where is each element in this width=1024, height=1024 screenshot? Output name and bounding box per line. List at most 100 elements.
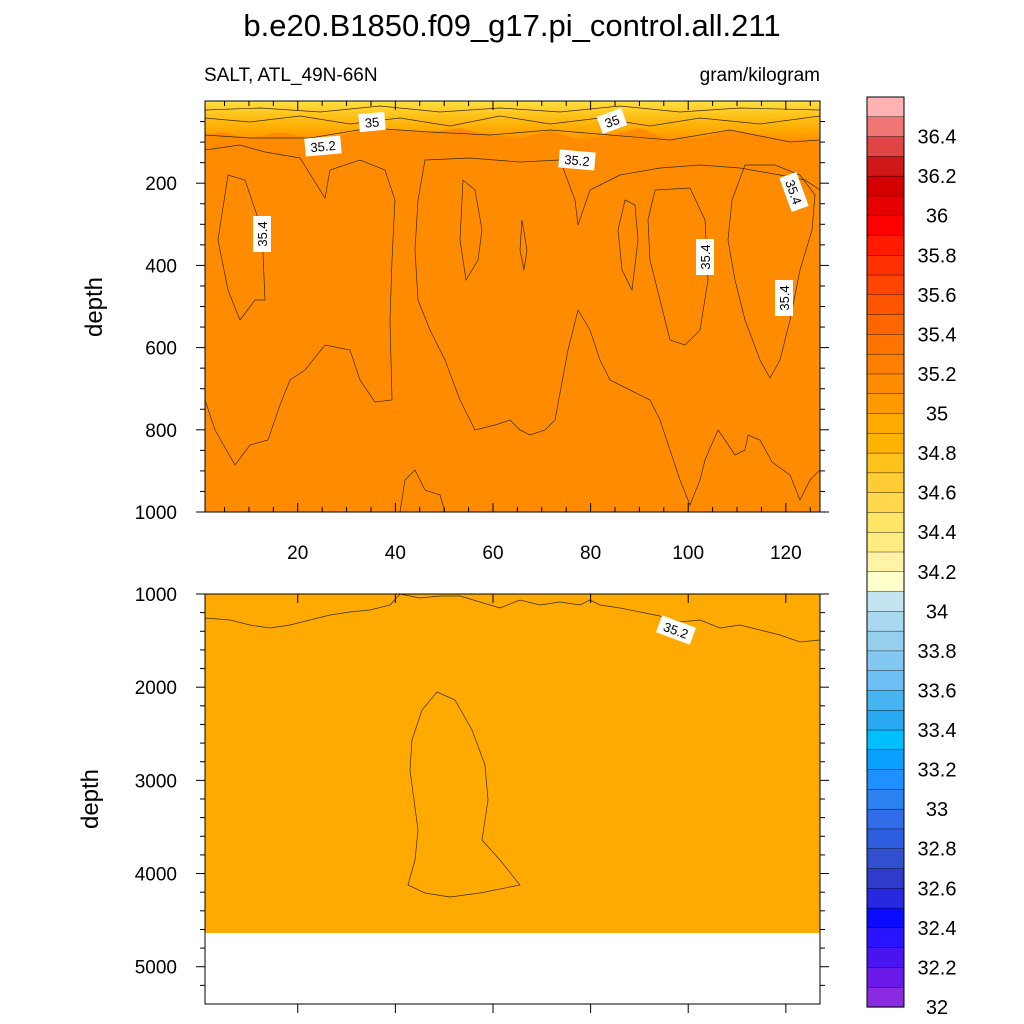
- colorbar-frame: [866, 96, 905, 1008]
- colorbar-label: 35.6: [918, 285, 957, 307]
- lower-panel: [205, 594, 820, 1004]
- colorbar-label: 36: [926, 206, 948, 228]
- y-tick-label: 600: [145, 339, 177, 360]
- colorbar-swatch: [866, 334, 905, 355]
- y-tick-label: 1000: [135, 585, 177, 606]
- figure-title: b.e20.B1850.f09_g17.pi_control.all.211: [243, 8, 780, 43]
- colorbar-swatch: [866, 690, 905, 711]
- y-tick-label: 800: [145, 421, 177, 442]
- colorbar-label: 33: [926, 799, 948, 821]
- x-tick-label: 80: [580, 543, 601, 564]
- x-tick-label: 120: [770, 543, 802, 564]
- colorbar-label: 34: [926, 601, 948, 623]
- colorbar-swatch: [866, 828, 905, 850]
- colorbar-swatch: [866, 670, 905, 692]
- y-tick-label: 4000: [135, 865, 177, 886]
- colorbar-swatch: [866, 215, 905, 237]
- lower-background-field: [205, 594, 820, 933]
- colorbar-swatch: [866, 927, 905, 949]
- colorbar-label: 35.2: [918, 364, 957, 386]
- lower-contour-label-group: 35.2: [656, 615, 696, 645]
- colorbar-label: 33.2: [918, 760, 957, 782]
- colorbar-swatch: [866, 175, 905, 197]
- colorbar: [866, 96, 905, 1008]
- colorbar-swatch: [866, 947, 905, 969]
- colorbar-label: 33.8: [918, 641, 957, 663]
- colorbar-swatch: [866, 789, 905, 810]
- colorbar-swatch: [866, 868, 905, 889]
- colorbar-label: 33.6: [918, 680, 957, 702]
- x-tick-label: 60: [482, 543, 503, 564]
- x-tick-label: 100: [672, 543, 704, 564]
- upper-contour-surface-1: [205, 105, 820, 113]
- colorbar-swatch: [866, 967, 905, 988]
- colorbar-swatch: [866, 156, 905, 177]
- colorbar-swatch: [866, 571, 905, 593]
- colorbar-swatch: [866, 373, 905, 395]
- colorbar-label: 33.4: [918, 720, 957, 742]
- upper-panel: [205, 101, 820, 512]
- upper-y-axis-label: depth: [81, 277, 108, 337]
- y-tick-label: 3000: [135, 771, 177, 792]
- upper-fill-35-4-a: [217, 174, 266, 321]
- lower-axes: 1000 2000 3000 4000 5000: [135, 585, 829, 1013]
- upper-axes: 20 40 60 80 100 120 200 400 600 800 1000: [135, 101, 829, 564]
- colorbar-swatch: [866, 314, 905, 335]
- colorbar-label: 34.8: [918, 443, 957, 465]
- lower-fill-34-8: [407, 691, 521, 898]
- colorbar-swatch: [866, 848, 905, 870]
- colorbar-label: 35: [926, 404, 948, 426]
- upper-fill-35-2: [205, 144, 396, 466]
- colorbar-swatch: [866, 294, 905, 316]
- colorbar-swatch: [866, 353, 905, 375]
- colorbar-swatch: [866, 710, 905, 731]
- colorbar-label: 32.6: [918, 878, 957, 900]
- colorbar-label: 35.4: [918, 324, 957, 346]
- colorbar-swatch: [866, 551, 905, 573]
- y-tick-label: 400: [145, 256, 177, 277]
- contour-label: 35.4: [255, 221, 270, 246]
- colorbar-swatch: [866, 630, 905, 652]
- upper-contour-surface-2: [205, 115, 820, 127]
- upper-fill-35-4-d: [617, 199, 639, 292]
- colorbar-swatch: [866, 393, 905, 415]
- colorbar-swatch: [866, 769, 905, 790]
- colorbar-swatch: [866, 116, 905, 138]
- colorbar-swatch: [866, 413, 905, 434]
- contour-label: 35.2: [310, 138, 337, 155]
- x-tick-label: 20: [287, 543, 308, 564]
- colorbar-label: 36.2: [918, 166, 957, 188]
- upper-fill-35-4-e: [647, 187, 709, 346]
- upper-surface-layer: [205, 101, 820, 142]
- x-tick-label: 40: [385, 543, 406, 564]
- contour-label: 35.4: [698, 244, 713, 269]
- colorbar-swatch: [866, 611, 905, 632]
- upper-fill-35-4-b: [459, 179, 483, 282]
- colorbar-swatch: [866, 907, 905, 929]
- colorbar-label: 34.6: [918, 483, 957, 505]
- colorbar-swatch: [866, 433, 905, 454]
- variable-region-label: SALT, ATL_49N-66N: [204, 65, 378, 86]
- colorbar-swatch: [866, 512, 905, 533]
- colorbar-label: 35.8: [918, 245, 957, 267]
- colorbar-swatch: [866, 532, 905, 553]
- upper-fill-35-2b: [414, 157, 820, 506]
- upper-fill-35-0: [399, 469, 446, 512]
- contour-label: 35: [364, 114, 380, 130]
- colorbar-label: 34.4: [918, 522, 957, 544]
- upper-background-field: [205, 101, 820, 512]
- contour-label: 35.2: [564, 152, 591, 169]
- colorbar-swatch: [866, 729, 905, 751]
- colorbar-swatch: [866, 96, 905, 118]
- colorbar-label: 34.2: [918, 562, 957, 584]
- colorbar-swatch: [866, 452, 905, 474]
- colorbar-swatch: [866, 274, 905, 296]
- contour-label: 35: [603, 112, 622, 131]
- upper-contour-labels: 35 35 35.2 35.2 35.4 35.4 35.4 35.4: [253, 108, 809, 316]
- colorbar-label: 32: [926, 997, 948, 1019]
- colorbar-swatch: [866, 136, 905, 157]
- colorbar-swatch: [866, 987, 905, 1008]
- contour-label: 35.4: [777, 285, 792, 310]
- colorbar-label: 36.4: [918, 127, 957, 149]
